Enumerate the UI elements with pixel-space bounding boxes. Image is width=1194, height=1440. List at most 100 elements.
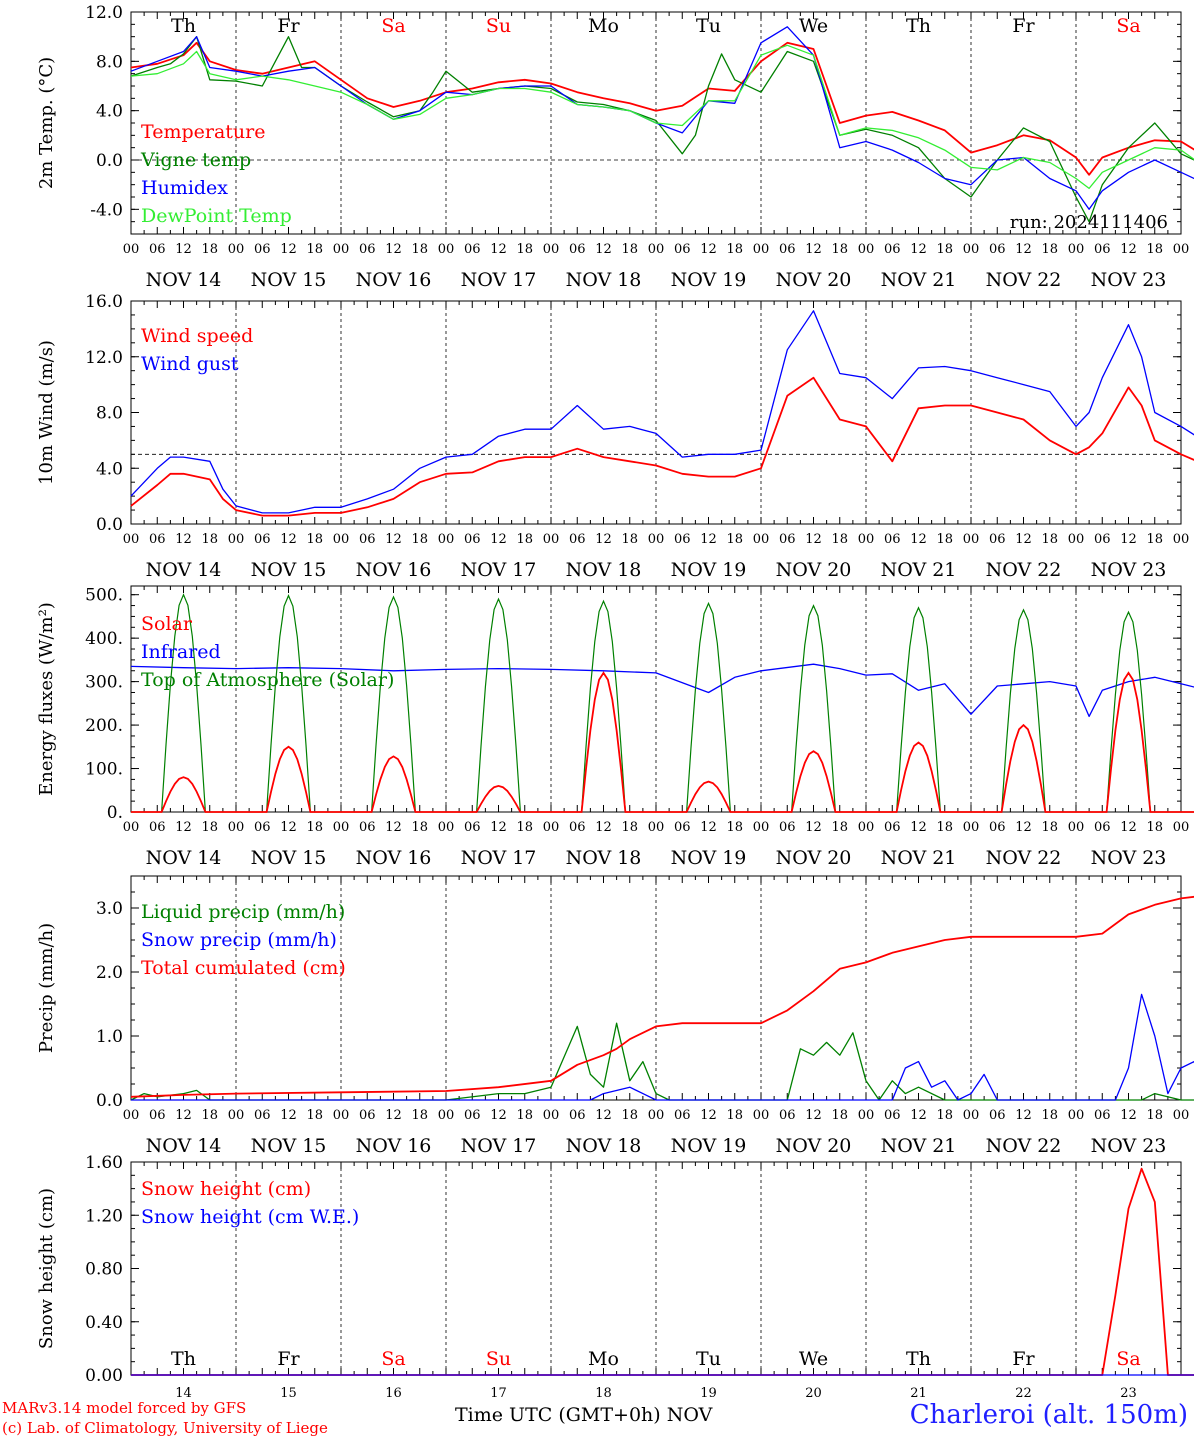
y-tick-label: 1.60 xyxy=(85,1153,123,1173)
day-number-label: 18 xyxy=(595,1386,612,1400)
y-tick-label: 12.0 xyxy=(85,348,123,368)
hour-label: 06 xyxy=(1094,820,1111,835)
hour-label: 18 xyxy=(621,820,638,835)
hour-label: 18 xyxy=(411,1108,428,1123)
hour-label: 12 xyxy=(805,532,822,547)
weekday-label: Sa xyxy=(1116,1348,1140,1370)
hour-label: 00 xyxy=(753,1108,770,1123)
hour-label: 18 xyxy=(1041,532,1058,547)
y-axis-label: 2m Temp. (°C) xyxy=(36,57,57,189)
hour-label: 00 xyxy=(648,532,665,547)
y-tick-label: 0.0 xyxy=(96,151,123,171)
date-label: NOV 21 xyxy=(881,1135,957,1157)
legend-entry: Humidex xyxy=(141,177,228,199)
hour-label: 00 xyxy=(753,532,770,547)
y-tick-label: 200. xyxy=(85,716,123,736)
hour-label: 00 xyxy=(1068,242,1085,257)
hour-label: 00 xyxy=(858,820,875,835)
hour-label: 12 xyxy=(280,1108,297,1123)
legend-entry: Solar xyxy=(141,613,193,635)
series-solar xyxy=(131,671,1194,813)
hour-label: 12 xyxy=(910,1108,927,1123)
hour-label: 18 xyxy=(831,242,848,257)
hour-label: 18 xyxy=(1146,242,1163,257)
date-label: NOV 20 xyxy=(776,1135,852,1157)
hour-label: 18 xyxy=(516,242,533,257)
date-label: NOV 18 xyxy=(566,847,642,869)
date-label: NOV 19 xyxy=(671,559,747,581)
day-number-label: 15 xyxy=(280,1386,297,1400)
weekday-label: Su xyxy=(486,1348,511,1370)
date-label: NOV 18 xyxy=(566,269,642,291)
meteogram: 2m Temp. (°C) -4.0 0.0 4.0 8.0 12.0 00 06 12 18 NO… xyxy=(36,3,1194,1400)
hour-label: 00 xyxy=(1068,532,1085,547)
hour-label: 18 xyxy=(621,1108,638,1123)
hour-label: 00 xyxy=(333,1108,350,1123)
y-tick-label: 1.20 xyxy=(85,1206,123,1226)
hour-label: 18 xyxy=(516,532,533,547)
hour-label: 12 xyxy=(805,242,822,257)
y-axis-label: Precip (mm/h) xyxy=(36,923,57,1053)
hour-label: 00 xyxy=(123,820,140,835)
hour-label: 18 xyxy=(201,1108,218,1123)
y-tick-label: 100. xyxy=(85,760,123,780)
hour-label: 18 xyxy=(936,532,953,547)
hour-label: 00 xyxy=(438,532,455,547)
hour-label: 18 xyxy=(411,532,428,547)
hour-label: 12 xyxy=(385,242,402,257)
date-label: NOV 20 xyxy=(776,847,852,869)
hour-label: 12 xyxy=(490,1108,507,1123)
hour-label: 12 xyxy=(910,532,927,547)
date-label: NOV 16 xyxy=(356,559,432,581)
hour-label: 00 xyxy=(1173,820,1190,835)
hour-label: 18 xyxy=(411,820,428,835)
y-tick-label: 16.0 xyxy=(85,292,123,312)
hour-label: 12 xyxy=(910,820,927,835)
hour-label: 12 xyxy=(1120,242,1137,257)
y-tick-label: 0.00 xyxy=(85,1366,123,1386)
y-tick-label: 300. xyxy=(85,673,123,693)
hour-label: 18 xyxy=(831,1108,848,1123)
plot-frame xyxy=(130,300,1182,525)
hour-label: 06 xyxy=(254,532,271,547)
weekday-label: We xyxy=(799,1348,828,1370)
hour-label: 12 xyxy=(490,242,507,257)
run-annotation: run: 2024111406 xyxy=(1010,212,1168,233)
weekday-label: Th xyxy=(906,1348,931,1370)
hour-label: 00 xyxy=(123,242,140,257)
date-label: NOV 19 xyxy=(671,1135,747,1157)
hour-label: 12 xyxy=(805,1108,822,1123)
hour-label: 18 xyxy=(726,820,743,835)
series-humidex xyxy=(130,26,1194,210)
hour-label: 18 xyxy=(621,532,638,547)
hour-label: 12 xyxy=(700,532,717,547)
date-label: NOV 18 xyxy=(566,1135,642,1157)
date-label: NOV 18 xyxy=(566,559,642,581)
hour-label: 18 xyxy=(621,242,638,257)
weekday-label: Su xyxy=(486,15,511,37)
date-label: NOV 15 xyxy=(251,1135,327,1157)
date-label: NOV 14 xyxy=(146,847,222,869)
hour-label: 00 xyxy=(1068,820,1085,835)
hour-label: 12 xyxy=(280,242,297,257)
y-axis-label: Energy fluxes (W/m²) xyxy=(36,602,57,796)
day-number-label: 17 xyxy=(490,1386,507,1400)
day-number-label: 21 xyxy=(910,1386,927,1400)
date-label: NOV 23 xyxy=(1091,1135,1167,1157)
hour-label: 18 xyxy=(1146,1108,1163,1123)
date-label: NOV 20 xyxy=(776,269,852,291)
weekday-label: Th xyxy=(171,15,196,37)
hour-label: 06 xyxy=(359,532,376,547)
hour-label: 06 xyxy=(254,1108,271,1123)
hour-label: 12 xyxy=(910,242,927,257)
hour-label: 00 xyxy=(1173,242,1190,257)
date-label: NOV 17 xyxy=(461,559,537,581)
hour-label: 00 xyxy=(333,242,350,257)
hour-label: 00 xyxy=(543,1108,560,1123)
hour-label: 00 xyxy=(858,1108,875,1123)
y-tick-label: 0.0 xyxy=(96,1091,123,1111)
hour-label: 12 xyxy=(175,242,192,257)
day-number-label: 23 xyxy=(1120,1386,1137,1400)
date-label: NOV 19 xyxy=(671,269,747,291)
series-vigne-temp xyxy=(130,36,1194,223)
